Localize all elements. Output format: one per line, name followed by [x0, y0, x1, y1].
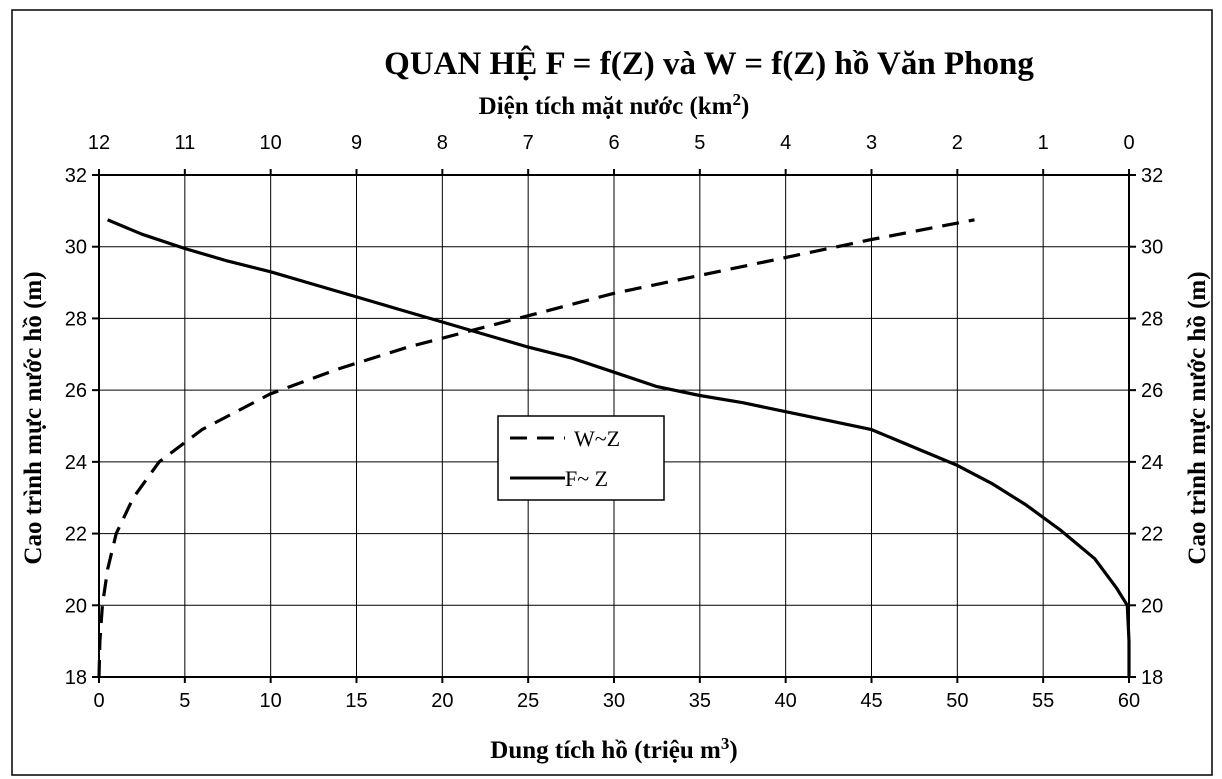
- tick-label-bottom: 35: [689, 690, 711, 712]
- tick-label-top: 3: [866, 132, 877, 154]
- tick-label-left: 28: [65, 308, 87, 330]
- left-axis-title: Cao trình mực nước hồ (m): [20, 271, 47, 564]
- tick-label-top: 7: [523, 132, 534, 154]
- series-line-f-z: [106, 218, 1131, 677]
- legend: W~Z F~ Z: [497, 415, 665, 501]
- tick-label-bottom: 5: [179, 690, 190, 712]
- tick-label-top: 0: [1123, 132, 1134, 154]
- tick-label-bottom: 50: [946, 690, 968, 712]
- tick-label-top: 5: [694, 132, 705, 154]
- tick-label-left: 18: [65, 667, 87, 689]
- bottom-axis-title: Dung tích hồ (triệu m3): [490, 734, 737, 765]
- tick-label-bottom: 20: [431, 690, 453, 712]
- tick-label-bottom: 15: [345, 690, 367, 712]
- series-line-w-z: [97, 218, 975, 678]
- tick-label-top: 6: [608, 132, 619, 154]
- tick-label-top: 11: [174, 132, 195, 154]
- tick-label-top: 4: [780, 132, 791, 154]
- tick-label-right: 26: [1141, 380, 1163, 402]
- tick-label-right: 24: [1141, 452, 1163, 474]
- legend-label-f: F~ Z: [565, 466, 608, 491]
- tick-label-top: 12: [88, 132, 110, 154]
- tick-label-bottom: 0: [93, 690, 104, 712]
- tick-label-top: 2: [952, 132, 963, 154]
- outer-border: [11, 9, 1213, 776]
- tick-label-bottom: 45: [860, 690, 882, 712]
- tick-label-bottom: 55: [1032, 690, 1054, 712]
- legend-box: [497, 415, 665, 501]
- tick-label-left: 30: [65, 237, 87, 259]
- tick-label-right: 20: [1141, 595, 1163, 617]
- tick-label-top: 10: [260, 132, 282, 154]
- plot-area-frame: [98, 174, 1130, 678]
- tick-label-right: 30: [1141, 237, 1163, 259]
- tick-label-left: 32: [65, 165, 87, 187]
- legend-label-w: W~Z: [574, 426, 620, 451]
- tick-label-top: 9: [351, 132, 362, 154]
- tick-label-top: 1: [1038, 132, 1049, 154]
- tick-label-bottom: 30: [603, 690, 625, 712]
- tick-label-left: 26: [65, 380, 87, 402]
- tick-label-top: 8: [437, 132, 448, 154]
- tick-label-right: 32: [1141, 165, 1163, 187]
- tick-label-right: 18: [1141, 667, 1163, 689]
- tick-label-right: 22: [1141, 524, 1163, 546]
- tick-label-bottom: 10: [260, 690, 282, 712]
- series-lines: [97, 218, 1131, 678]
- tick-label-bottom: 25: [517, 690, 539, 712]
- tick-label-left: 22: [65, 524, 87, 546]
- chart-title: QUAN HỆ F = f(Z) và W = f(Z) hồ Văn Phon…: [384, 44, 1034, 82]
- tick-label-bottom: 40: [775, 690, 797, 712]
- tick-label-left: 20: [65, 595, 87, 617]
- tick-label-bottom: 60: [1118, 690, 1140, 712]
- right-axis-title: Cao trình mực nước hồ (m): [1184, 271, 1211, 564]
- top-axis-title: Diện tích mặt nước (km2): [479, 90, 750, 121]
- tick-label-right: 28: [1141, 308, 1163, 330]
- tick-label-left: 24: [65, 452, 87, 474]
